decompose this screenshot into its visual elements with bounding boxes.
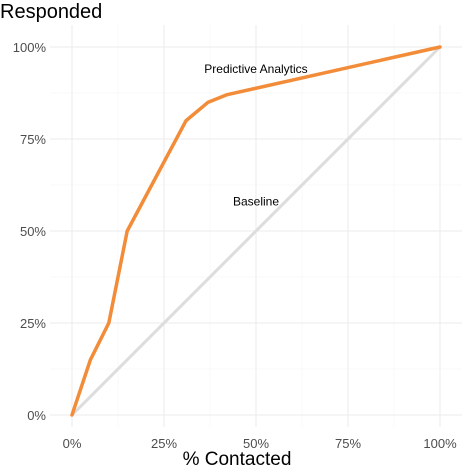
series-line-baseline <box>70 45 442 417</box>
y-tick-label: 50% <box>20 224 46 239</box>
grid <box>50 25 462 427</box>
y-tick-label: 25% <box>20 316 46 331</box>
y-tick-label: 75% <box>20 132 46 147</box>
x-tick-label: 75% <box>335 436 361 451</box>
x-tick-label: 100% <box>423 436 457 451</box>
series-line-predictive-analytics <box>70 45 442 417</box>
series-annotation: Predictive Analytics <box>204 62 307 76</box>
x-tick-label: 0% <box>63 436 82 451</box>
y-tick-label: 100% <box>13 40 47 55</box>
x-axis-title: % Contacted <box>182 449 292 470</box>
series-annotation: Baseline <box>233 195 279 209</box>
y-axis-title: Responded <box>0 1 103 23</box>
x-tick-label: 25% <box>151 436 177 451</box>
x-tick-label: 50% <box>243 436 269 451</box>
y-tick-label: 0% <box>27 408 46 423</box>
